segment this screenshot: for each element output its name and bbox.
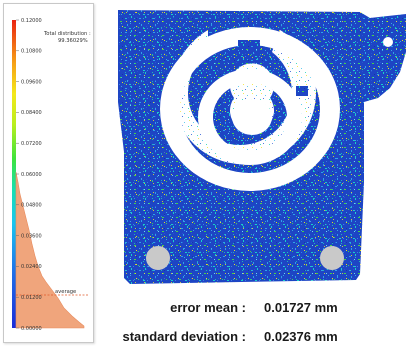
color-scale-bar [12,20,16,328]
legend-tick-label: 0.01200 [21,295,42,301]
legend-tick-label: 0.09600 [21,79,42,85]
total-distribution-value: 99.36029% [58,38,88,44]
legend-tick-label: 0.06000 [21,172,42,178]
inner-ring-bridge [296,86,308,96]
corner-hole [383,37,393,47]
center-hole [232,99,272,135]
legend-tick-label: 0.03600 [21,233,42,239]
legend-tick-label: 0.04800 [21,203,42,209]
legend-ticks: 0.12000 0.10800 0.09600 0.08400 0.07200 0.060… [16,18,42,332]
legend-tick-label: 0.08400 [21,110,42,116]
std-dev-label: standard deviation : [122,329,246,344]
outer-ring-bridge [238,40,260,50]
error-mean-label: error mean : [170,300,246,315]
bolt-hole-left [146,246,170,270]
part-surface-speckle [118,10,406,284]
legend-tick-label: 0.12000 [21,18,42,24]
error-distribution-map [118,10,406,284]
legend-tick-label: 0.10800 [21,49,42,55]
average-label: average [55,289,76,295]
total-distribution-label: Total distribution : [43,31,91,37]
error-histogram [15,171,85,329]
error-mean-row: error mean : 0.01727 mm [0,300,408,318]
color-legend-panel: average Total distribution : 99.36029% 0… [3,3,94,343]
error-mean-value: 0.01727 mm [264,300,338,315]
std-dev-value: 0.02376 mm [264,329,338,344]
legend-tick-label: 0.00000 [21,326,42,332]
bolt-hole-right [320,246,344,270]
std-dev-row: standard deviation : 0.02376 mm [0,329,408,347]
legend-tick-label: 0.07200 [21,141,42,147]
legend-tick-label: 0.02400 [21,264,42,270]
legend-graphic: average Total distribution : 99.36029% 0… [12,18,91,332]
